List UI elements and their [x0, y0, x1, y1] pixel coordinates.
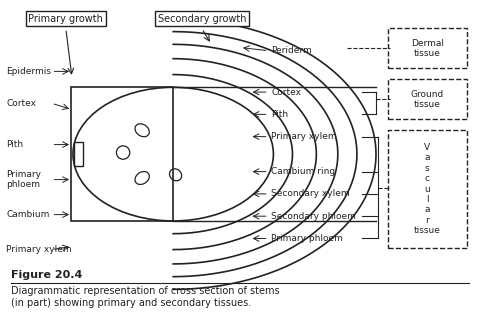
Bar: [71, 87, 173, 221]
Text: Figure 20.4: Figure 20.4: [11, 270, 82, 280]
Text: Pith: Pith: [6, 140, 24, 149]
Text: Cambium ring: Cambium ring: [271, 167, 335, 176]
Text: Dermal
tissue: Dermal tissue: [411, 39, 444, 58]
Text: Cambium: Cambium: [6, 210, 49, 219]
FancyBboxPatch shape: [388, 29, 467, 68]
Bar: [74, 142, 83, 166]
Text: Secondary growth: Secondary growth: [157, 14, 246, 24]
Text: Cortex: Cortex: [6, 99, 36, 108]
Text: Secondary phloem: Secondary phloem: [271, 212, 356, 221]
Text: Primary
phloem: Primary phloem: [6, 170, 41, 189]
FancyBboxPatch shape: [388, 130, 467, 248]
Text: Primary xylem: Primary xylem: [6, 245, 72, 254]
Text: V
a
s
c
u
l
a
r
tissue: V a s c u l a r tissue: [414, 143, 441, 235]
Text: Diagrammatic representation of cross section of stems
(in part) showing primary : Diagrammatic representation of cross sec…: [11, 286, 279, 308]
Text: Primary xylem: Primary xylem: [271, 132, 336, 141]
Text: Cortex: Cortex: [271, 88, 301, 97]
Text: Pith: Pith: [271, 110, 288, 119]
Text: Primary growth: Primary growth: [28, 14, 103, 24]
Text: Ground
tissue: Ground tissue: [411, 90, 444, 109]
Text: Primary phloem: Primary phloem: [271, 234, 343, 243]
Text: Secondary xylem: Secondary xylem: [271, 189, 349, 198]
Text: Epidermis: Epidermis: [6, 67, 51, 76]
Text: Periderm: Periderm: [271, 46, 312, 55]
FancyBboxPatch shape: [388, 79, 467, 119]
